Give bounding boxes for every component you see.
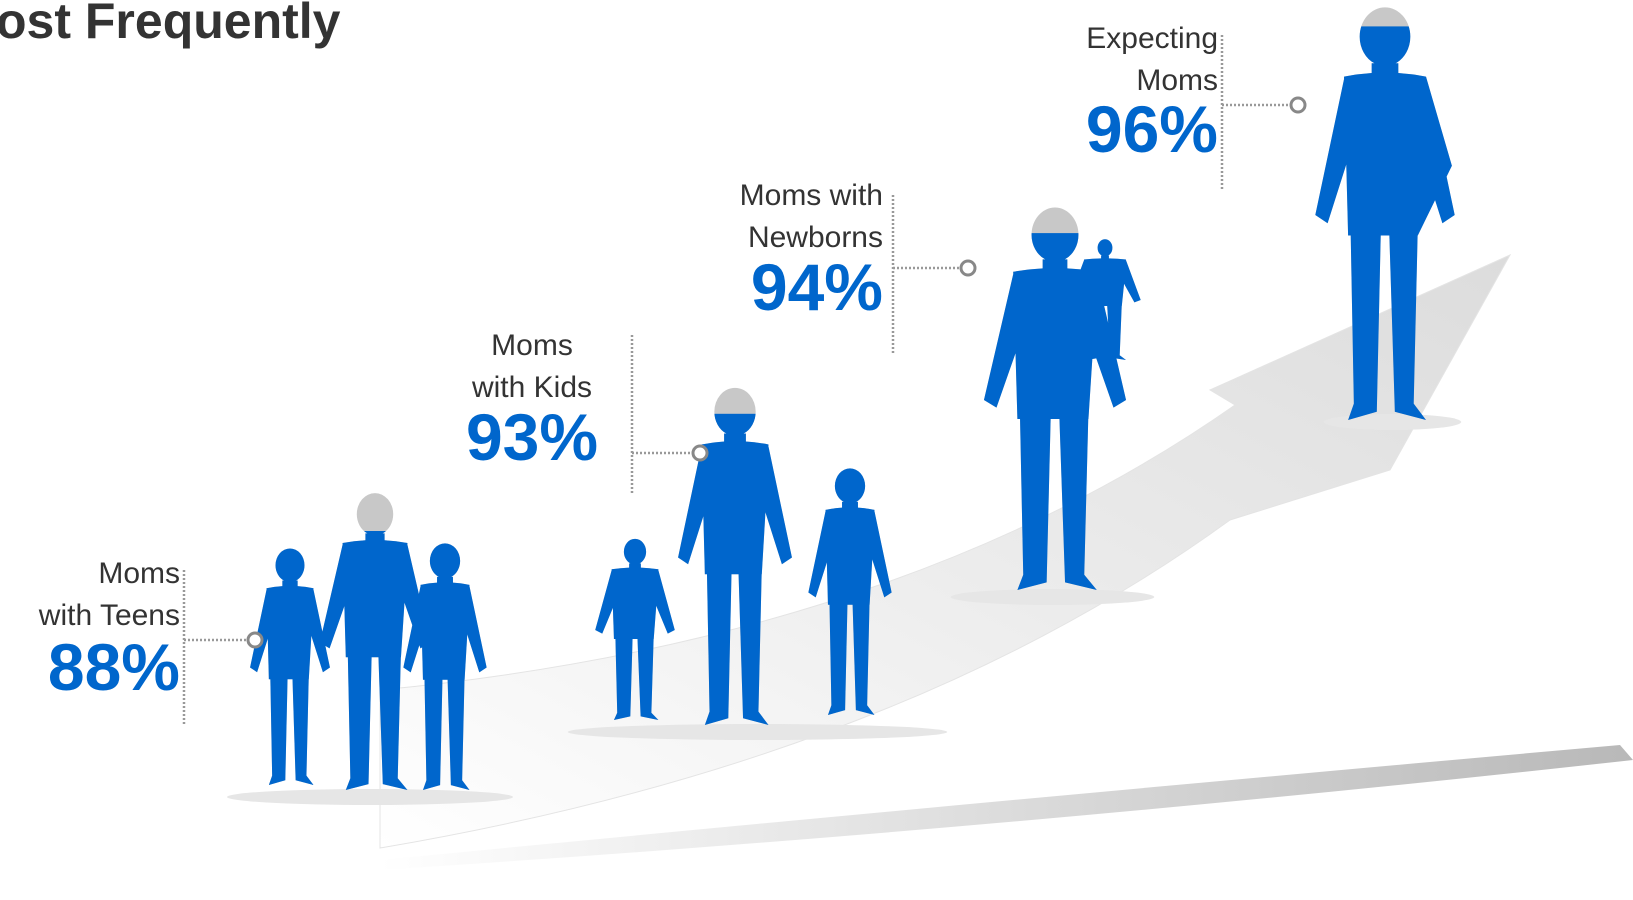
figure-shadow	[227, 789, 513, 805]
figure-shadow	[1324, 414, 1462, 430]
leader-dot	[693, 446, 707, 460]
leader-dot	[961, 261, 975, 275]
value-label: 96%	[1086, 92, 1218, 166]
leader-dot	[1291, 98, 1305, 112]
value-label: 94%	[751, 250, 883, 324]
figure-shadow	[951, 589, 1155, 605]
chart-title: ost Frequently	[0, 0, 341, 49]
value-label: 93%	[466, 400, 598, 474]
chart: ost Frequently Momswith Teens88% Momswith…	[0, 0, 1633, 900]
value-label: 88%	[48, 630, 180, 704]
figure-shadow	[568, 724, 948, 740]
leader-dot	[248, 633, 262, 647]
